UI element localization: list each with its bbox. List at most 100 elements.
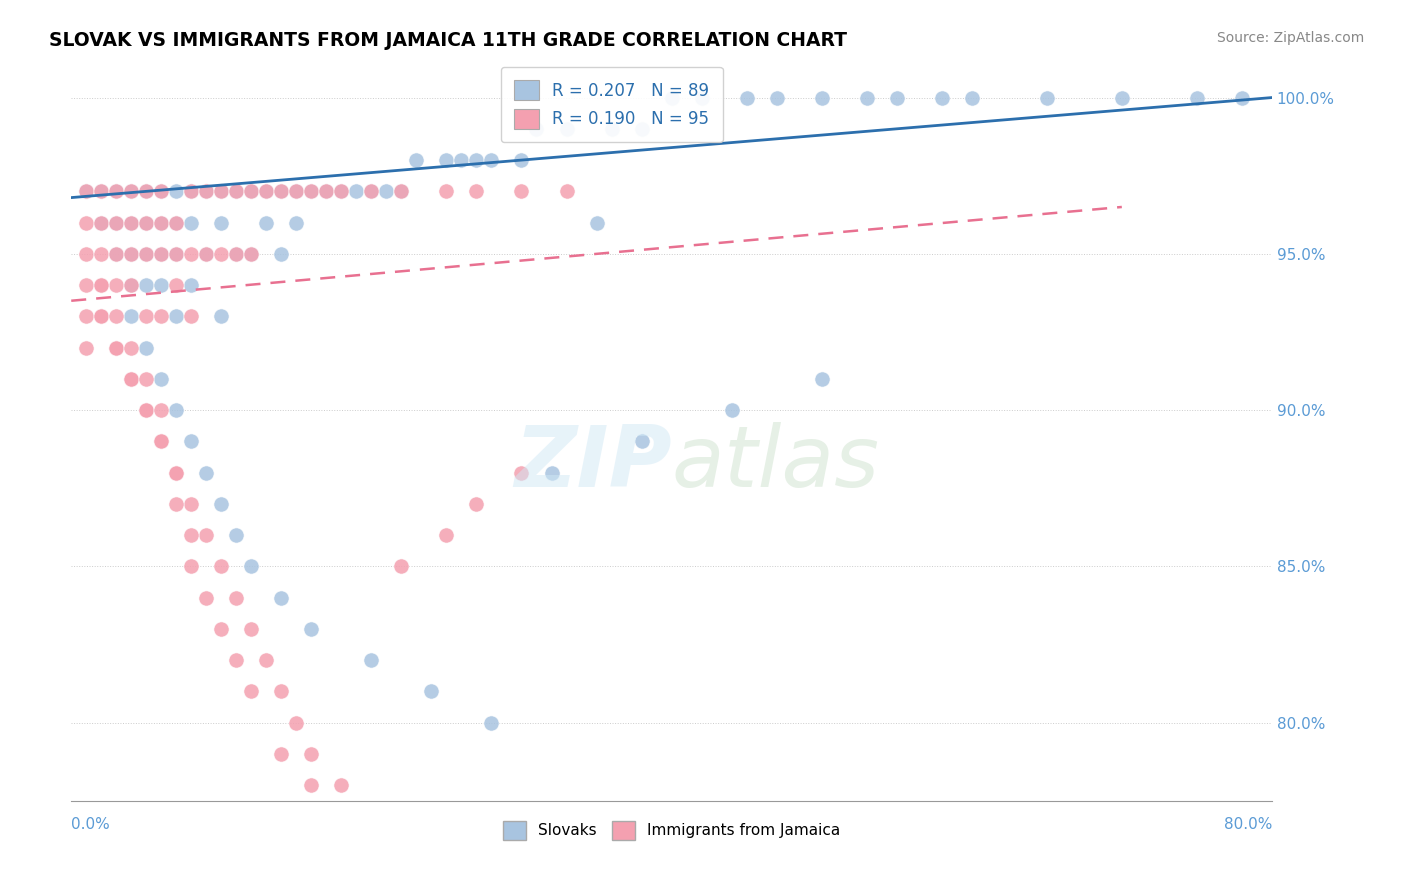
- Point: [465, 185, 488, 199]
- Legend: Slovaks, Immigrants from Jamaica: Slovaks, Immigrants from Jamaica: [496, 815, 846, 846]
- Point: [90, 247, 112, 261]
- Point: [285, 216, 308, 230]
- Point: [165, 216, 187, 230]
- Point: [209, 559, 232, 574]
- Point: [135, 403, 157, 417]
- Point: [555, 185, 578, 199]
- Point: [165, 247, 187, 261]
- Point: [209, 622, 232, 636]
- Point: [526, 121, 548, 136]
- Point: [360, 653, 382, 667]
- Point: [299, 185, 322, 199]
- Point: [135, 341, 157, 355]
- Point: [105, 216, 128, 230]
- Point: [75, 185, 97, 199]
- Point: [481, 715, 503, 730]
- Point: [135, 310, 157, 324]
- Point: [240, 247, 263, 261]
- Point: [960, 90, 983, 104]
- Point: [195, 247, 218, 261]
- Point: [150, 185, 173, 199]
- Point: [75, 247, 97, 261]
- Point: [360, 185, 382, 199]
- Point: [1111, 90, 1133, 104]
- Point: [360, 185, 382, 199]
- Point: [436, 528, 458, 542]
- Point: [195, 247, 218, 261]
- Point: [360, 840, 382, 855]
- Point: [285, 185, 308, 199]
- Point: [510, 185, 533, 199]
- Point: [150, 278, 173, 293]
- Point: [90, 216, 112, 230]
- Point: [195, 528, 218, 542]
- Point: [120, 216, 142, 230]
- Point: [360, 809, 382, 823]
- Point: [555, 121, 578, 136]
- Point: [270, 591, 292, 605]
- Point: [225, 185, 247, 199]
- Point: [105, 185, 128, 199]
- Point: [150, 216, 173, 230]
- Point: [150, 434, 173, 449]
- Point: [481, 153, 503, 167]
- Point: [150, 372, 173, 386]
- Point: [510, 153, 533, 167]
- Point: [180, 559, 202, 574]
- Point: [165, 310, 187, 324]
- Point: [315, 185, 337, 199]
- Point: [135, 247, 157, 261]
- Point: [330, 809, 353, 823]
- Point: [240, 622, 263, 636]
- Point: [90, 185, 112, 199]
- Point: [299, 185, 322, 199]
- Point: [165, 497, 187, 511]
- Point: [450, 153, 472, 167]
- Point: [120, 372, 142, 386]
- Point: [855, 90, 877, 104]
- Point: [299, 622, 322, 636]
- Point: [391, 185, 413, 199]
- Point: [254, 653, 277, 667]
- Point: [150, 185, 173, 199]
- Point: [209, 216, 232, 230]
- Point: [180, 310, 202, 324]
- Point: [315, 185, 337, 199]
- Point: [240, 247, 263, 261]
- Point: [254, 185, 277, 199]
- Point: [240, 684, 263, 698]
- Point: [209, 185, 232, 199]
- Point: [90, 310, 112, 324]
- Point: [120, 247, 142, 261]
- Point: [240, 559, 263, 574]
- Point: [240, 185, 263, 199]
- Point: [165, 466, 187, 480]
- Point: [120, 247, 142, 261]
- Point: [180, 528, 202, 542]
- Point: [195, 185, 218, 199]
- Point: [540, 466, 562, 480]
- Point: [240, 185, 263, 199]
- Point: [209, 185, 232, 199]
- Point: [165, 247, 187, 261]
- Point: [344, 185, 367, 199]
- Point: [270, 247, 292, 261]
- Point: [90, 185, 112, 199]
- Point: [330, 778, 353, 792]
- Point: [105, 310, 128, 324]
- Point: [285, 715, 308, 730]
- Point: [105, 247, 128, 261]
- Point: [585, 216, 607, 230]
- Point: [1230, 90, 1253, 104]
- Point: [105, 247, 128, 261]
- Point: [405, 153, 427, 167]
- Point: [105, 278, 128, 293]
- Point: [75, 278, 97, 293]
- Point: [180, 497, 202, 511]
- Point: [810, 90, 832, 104]
- Point: [270, 684, 292, 698]
- Point: [630, 434, 652, 449]
- Point: [420, 684, 443, 698]
- Point: [135, 216, 157, 230]
- Point: [120, 278, 142, 293]
